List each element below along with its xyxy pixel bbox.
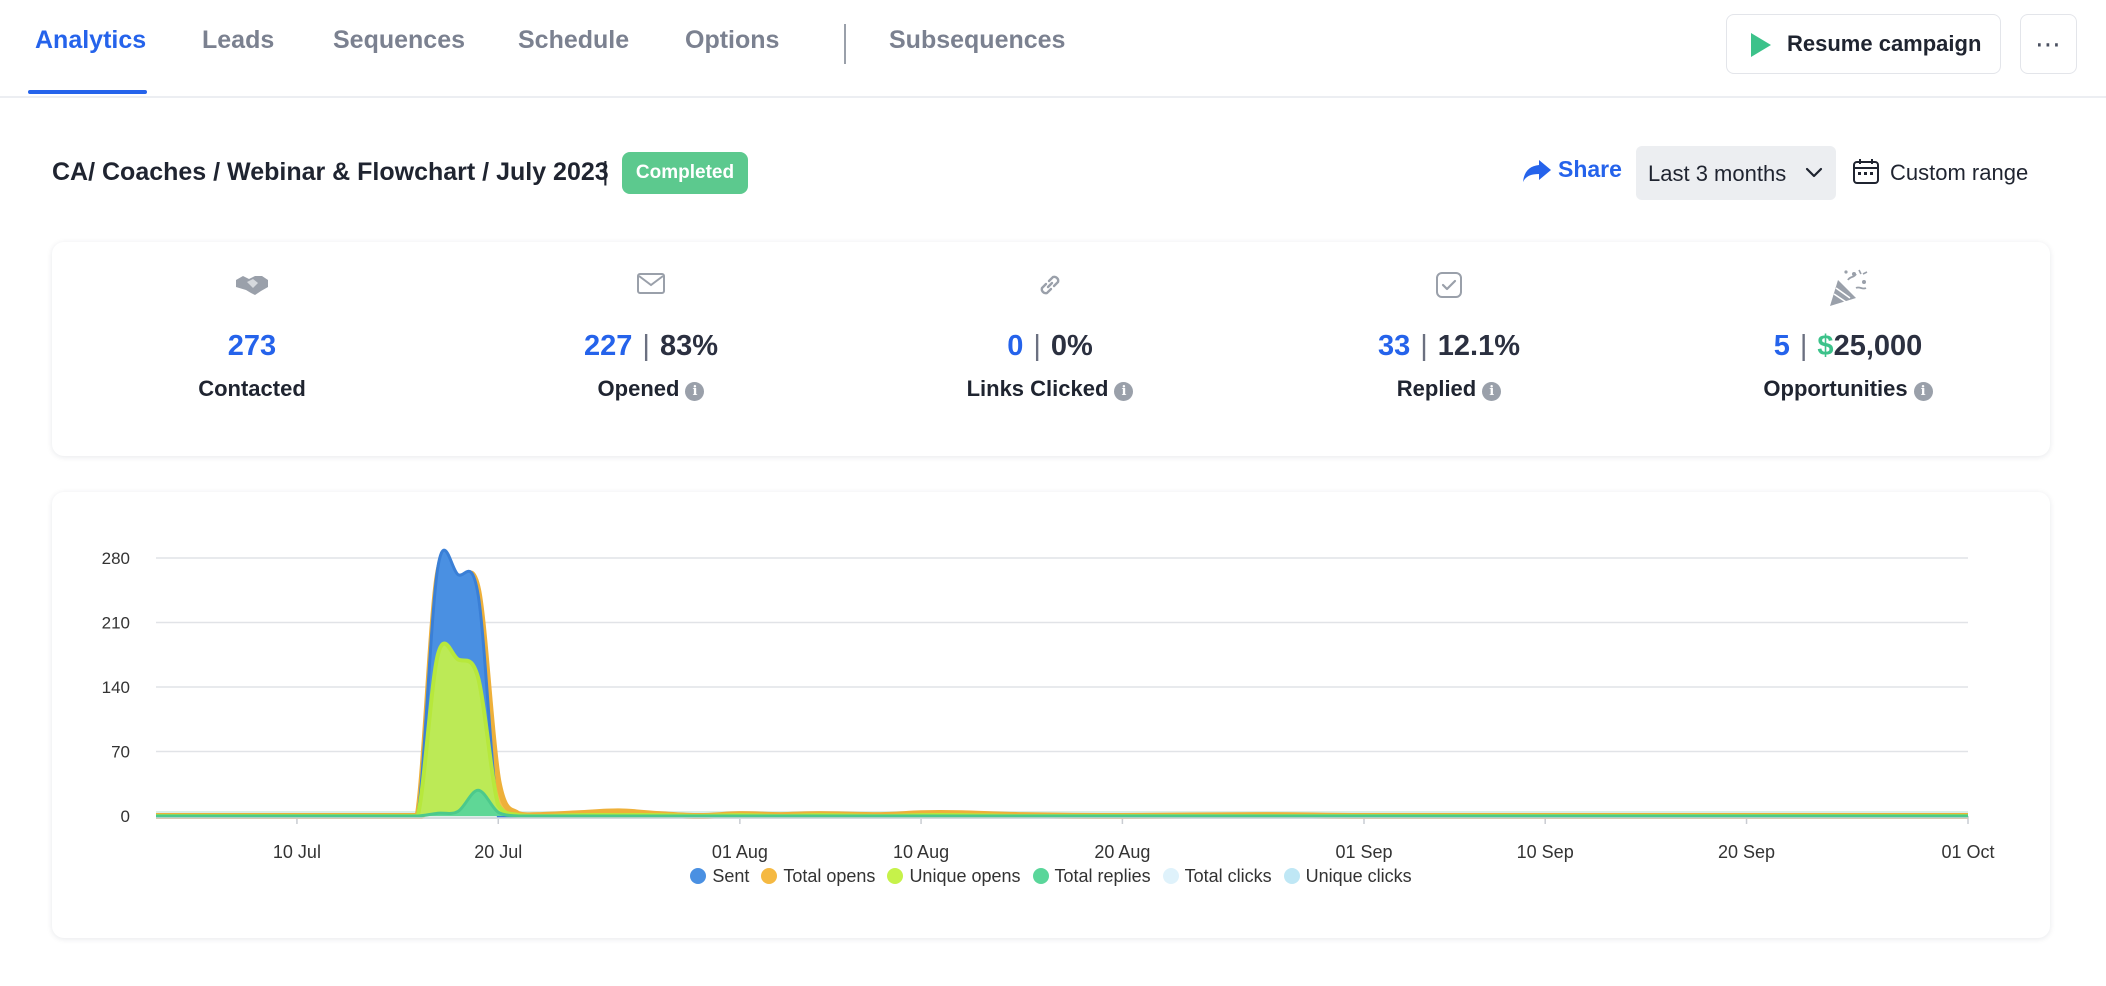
- info-icon[interactable]: i: [1913, 382, 1933, 401]
- legend-item[interactable]: Total clicks: [1162, 866, 1272, 887]
- links-clicked-rate: 0%: [1050, 330, 1093, 362]
- info-icon[interactable]: i: [1482, 382, 1502, 401]
- resume-campaign-label: Resume campaign: [1787, 31, 1982, 56]
- x-tick-label: 10 Aug: [893, 842, 949, 862]
- chart-legend: Sent Total opens Unique opens Total replies…: [52, 866, 2050, 887]
- x-tick-label: 10 Jul: [273, 842, 321, 862]
- replied-value: 33: [1377, 330, 1411, 362]
- x-tick-label: 01 Aug: [712, 842, 768, 862]
- checkbox-icon: [1436, 272, 1462, 298]
- date-range-select[interactable]: Last 3 months: [1636, 146, 1836, 200]
- x-tick-label: 01 Sep: [1335, 842, 1392, 862]
- replied-label: Replied: [1396, 376, 1477, 401]
- x-tick-label: 01 Oct: [1941, 842, 1994, 862]
- legend-swatch: [1283, 868, 1300, 884]
- y-tick-label: 210: [102, 614, 130, 633]
- envelope-icon: [637, 273, 665, 294]
- stat-contacted: 273 Contacted: [102, 242, 402, 456]
- legend-label: Unique clicks: [1305, 866, 1412, 886]
- legend-swatch: [1162, 868, 1179, 884]
- tab-subsequences[interactable]: Subsequences: [889, 26, 1066, 54]
- share-label: Share: [1558, 156, 1622, 182]
- y-tick-label: 0: [121, 807, 130, 826]
- opened-rate: 83%: [659, 330, 718, 362]
- legend-item[interactable]: Total opens: [761, 866, 875, 887]
- legend-swatch: [690, 868, 707, 884]
- tab-leads[interactable]: Leads: [202, 26, 275, 54]
- date-range-value: Last 3 months: [1648, 161, 1787, 186]
- custom-range-label: Custom range: [1890, 160, 2029, 185]
- chart-card: 0 70 140 210 280 10 Jul 20 Jul 01 Aug 10 Aug 20 A…: [52, 492, 2050, 938]
- legend-label: Total replies: [1054, 866, 1151, 886]
- tab-options[interactable]: Options: [685, 26, 780, 54]
- play-icon: [1751, 33, 1771, 57]
- legend-swatch: [887, 868, 904, 884]
- stat-opened: 227 | 83% Opened i: [501, 242, 801, 456]
- share-arrow-icon: [1523, 160, 1551, 182]
- legend-item[interactable]: Sent: [690, 866, 749, 887]
- activity-area-chart: 0 70 140 210 280 10 Jul 20 Jul 01 Aug 10 Aug 20 A…: [102, 548, 1995, 862]
- legend-label: Unique opens: [909, 866, 1021, 886]
- link-icon: [1040, 275, 1060, 295]
- info-icon[interactable]: i: [1114, 382, 1134, 401]
- x-tick-label: 20 Aug: [1094, 842, 1150, 862]
- stat-opportunities: 5 | $25,000 Opportunities i: [1698, 242, 1998, 456]
- opportunities-value: 5: [1773, 330, 1790, 362]
- legend-label: Sent: [712, 866, 750, 886]
- contacted-value: 273: [227, 330, 277, 362]
- campaign-title: CA/ Coaches / Webinar & Flowchart / July…: [52, 158, 609, 186]
- opened-label: Opened: [597, 376, 680, 401]
- y-tick-label: 140: [102, 678, 130, 697]
- links-clicked-value: 0: [1007, 330, 1024, 362]
- top-navigation: Analytics Leads Sequences Schedule Optio…: [0, 0, 2106, 98]
- legend-swatch: [761, 868, 778, 884]
- title-separator: |: [602, 156, 609, 186]
- legend-item[interactable]: Unique opens: [887, 866, 1021, 887]
- party-popper-icon: [1830, 269, 1868, 306]
- chevron-down-icon: [1805, 167, 1823, 178]
- opportunities-currency: $: [1817, 330, 1834, 362]
- contacted-label: Contacted: [198, 376, 306, 401]
- tab-analytics[interactable]: Analytics: [35, 26, 147, 54]
- more-options-button[interactable]: ⋯: [2020, 14, 2077, 74]
- resume-campaign-button[interactable]: Resume campaign: [1726, 14, 2001, 74]
- links-clicked-label: Links Clicked: [966, 376, 1109, 401]
- calendar-icon: [1853, 159, 1879, 184]
- y-tick-label: 70: [111, 743, 130, 762]
- tab-divider: [844, 24, 846, 64]
- opened-value: 227: [584, 330, 633, 362]
- active-tab-indicator: [28, 90, 147, 94]
- handshake-icon: [236, 276, 268, 295]
- status-badge: Completed: [622, 152, 748, 194]
- opportunities-label: Opportunities: [1763, 376, 1908, 401]
- legend-item[interactable]: Total replies: [1032, 866, 1151, 887]
- replied-rate: 12.1%: [1437, 330, 1521, 362]
- tab-schedule[interactable]: Schedule: [518, 26, 630, 54]
- opportunities-amount: 25,000: [1833, 330, 1923, 362]
- legend-label: Total opens: [783, 866, 876, 886]
- x-tick-label: 10 Sep: [1517, 842, 1574, 862]
- y-tick-label: 280: [102, 549, 130, 568]
- info-icon[interactable]: i: [685, 382, 705, 401]
- series-line-total-replies: [156, 788, 1968, 818]
- stat-links-clicked: 0 | 0% Links Clicked i: [900, 242, 1200, 456]
- stat-replied: 33 | 12.1% Replied i: [1299, 242, 1599, 456]
- stats-card: 273 Contacted 227 | 83% Opened i 0 | 0% Links…: [52, 242, 2050, 456]
- legend-swatch: [1032, 868, 1049, 884]
- legend-item[interactable]: Unique clicks: [1283, 866, 1412, 887]
- more-dots-icon: ⋯: [2035, 29, 2062, 59]
- x-tick-label: 20 Sep: [1718, 842, 1775, 862]
- tab-sequences[interactable]: Sequences: [333, 26, 466, 54]
- legend-label: Total clicks: [1184, 866, 1272, 886]
- x-tick-label: 20 Jul: [474, 842, 522, 862]
